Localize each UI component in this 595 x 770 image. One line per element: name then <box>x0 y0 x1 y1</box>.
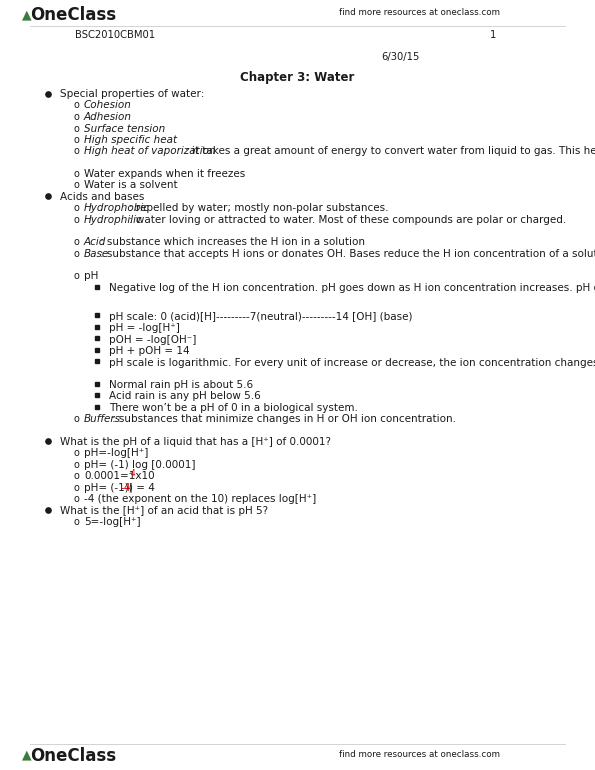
Text: Base: Base <box>84 249 109 259</box>
Text: -4: -4 <box>121 483 131 493</box>
Text: o: o <box>73 146 79 156</box>
Text: Surface tension: Surface tension <box>84 123 165 133</box>
Text: Special properties of water:: Special properties of water: <box>60 89 204 99</box>
Text: o: o <box>73 249 79 259</box>
Text: OneClass: OneClass <box>30 747 116 765</box>
Text: : substance which increases the H ion in a solution: : substance which increases the H ion in… <box>100 237 365 247</box>
Text: 6/30/15: 6/30/15 <box>381 52 419 62</box>
Text: : water loving or attracted to water. Most of these compounds are polar or charg: : water loving or attracted to water. Mo… <box>129 215 566 225</box>
Text: find more resources at oneclass.com: find more resources at oneclass.com <box>339 750 500 759</box>
Text: What is the [H⁺] of an acid that is pH 5?: What is the [H⁺] of an acid that is pH 5… <box>60 506 268 516</box>
Text: 1: 1 <box>490 30 496 40</box>
Text: Hydrophilic: Hydrophilic <box>84 215 143 225</box>
Text: o: o <box>73 483 79 493</box>
Text: pH: pH <box>84 271 98 281</box>
Text: o: o <box>73 215 79 225</box>
Text: Adhesion: Adhesion <box>84 112 132 122</box>
Text: o: o <box>73 471 79 481</box>
Text: o: o <box>73 180 79 190</box>
Text: Acid rain is any pH below 5.6: Acid rain is any pH below 5.6 <box>109 391 261 401</box>
Text: Water is a solvent: Water is a solvent <box>84 180 178 190</box>
Text: : substance that accepts H ions or donates OH. Bases reduce the H ion concentrat: : substance that accepts H ions or donat… <box>100 249 595 259</box>
Text: pH = -log[H⁺]: pH = -log[H⁺] <box>109 323 180 333</box>
Text: o: o <box>73 448 79 458</box>
Text: 0.0001=1x10: 0.0001=1x10 <box>84 471 155 481</box>
Text: o: o <box>73 517 79 527</box>
Text: o: o <box>73 460 79 470</box>
Text: Negative log of the H ion concentration. pH goes down as H ion concentration inc: Negative log of the H ion concentration.… <box>109 283 595 293</box>
Text: pH= (-1) log [0.0001]: pH= (-1) log [0.0001] <box>84 460 196 470</box>
Text: -4 (the exponent on the 10) replaces log[H⁺]: -4 (the exponent on the 10) replaces log… <box>84 494 317 504</box>
Text: : substances that minimize changes in H or OH ion concentration.: : substances that minimize changes in H … <box>112 414 456 424</box>
Text: BSC2010CBM01: BSC2010CBM01 <box>75 30 155 40</box>
Text: Buffers: Buffers <box>84 414 121 424</box>
Text: What is the pH of a liquid that has a [H⁺] of 0.0001?: What is the pH of a liquid that has a [H… <box>60 437 331 447</box>
Text: o: o <box>73 203 79 213</box>
Text: Acid: Acid <box>84 237 107 247</box>
Text: o: o <box>73 271 79 281</box>
Text: Acids and bases: Acids and bases <box>60 192 145 202</box>
Text: o: o <box>73 169 79 179</box>
Text: Chapter 3: Water: Chapter 3: Water <box>240 71 354 84</box>
Text: Cohesion: Cohesion <box>84 101 132 111</box>
Text: o: o <box>73 123 79 133</box>
Text: pH= (-1)(: pH= (-1)( <box>84 483 133 493</box>
Text: : it takes a great amount of energy to convert water from liquid to gas. This he: : it takes a great amount of energy to c… <box>185 146 595 156</box>
Text: o: o <box>73 112 79 122</box>
Text: OneClass: OneClass <box>30 6 116 24</box>
Text: Normal rain pH is about 5.6: Normal rain pH is about 5.6 <box>109 380 253 390</box>
Text: ) = 4: ) = 4 <box>129 483 155 493</box>
Text: ▲: ▲ <box>22 748 32 761</box>
Text: find more resources at oneclass.com: find more resources at oneclass.com <box>339 8 500 17</box>
Text: o: o <box>73 414 79 424</box>
Text: pOH = -log[OH⁻]: pOH = -log[OH⁻] <box>109 334 196 344</box>
Text: Hydrophobic: Hydrophobic <box>84 203 150 213</box>
Text: o: o <box>73 101 79 111</box>
Text: pH scale: 0 (acid)[H]---------7(neutral)---------14 [OH] (base): pH scale: 0 (acid)[H]---------7(neutral)… <box>109 312 412 322</box>
Text: o: o <box>73 237 79 247</box>
Text: 5=-log[H⁺]: 5=-log[H⁺] <box>84 517 140 527</box>
Text: pH=-log[H⁺]: pH=-log[H⁺] <box>84 448 148 458</box>
Text: ▲: ▲ <box>22 8 32 21</box>
Text: o: o <box>73 135 79 145</box>
Text: There won’t be a pH of 0 in a biological system.: There won’t be a pH of 0 in a biological… <box>109 403 358 413</box>
Text: o: o <box>73 494 79 504</box>
Text: High specific heat: High specific heat <box>84 135 177 145</box>
Text: : repelled by water; mostly non-polar substances.: : repelled by water; mostly non-polar su… <box>129 203 388 213</box>
Text: pH + pOH = 14: pH + pOH = 14 <box>109 346 190 356</box>
Text: High heat of vaporization: High heat of vaporization <box>84 146 215 156</box>
Text: -4: -4 <box>129 470 137 478</box>
Text: pH scale is logarithmic. For every unit of increase or decrease, the ion concent: pH scale is logarithmic. For every unit … <box>109 357 595 367</box>
Text: Water expands when it freezes: Water expands when it freezes <box>84 169 245 179</box>
